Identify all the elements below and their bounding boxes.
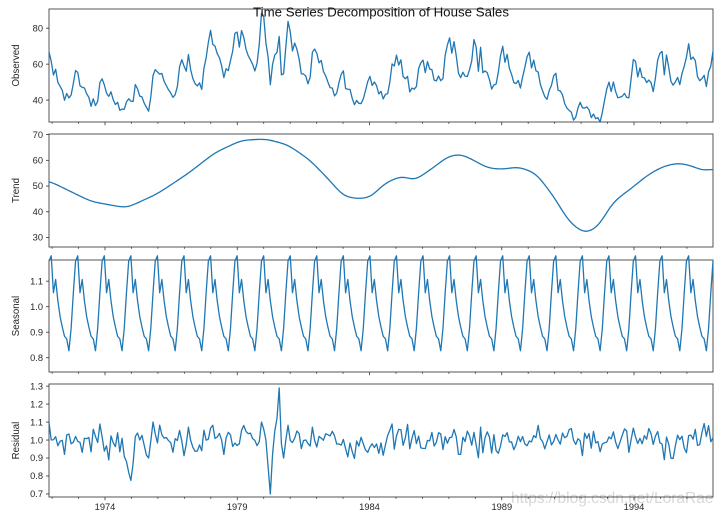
svg-text:30: 30 [33,233,43,243]
svg-text:Observed: Observed [11,45,22,87]
svg-text:40: 40 [33,95,43,105]
svg-text:Seasonal: Seasonal [11,296,22,336]
svg-text:40: 40 [33,207,43,217]
svg-text:80: 80 [33,23,43,33]
svg-text:1.1: 1.1 [30,417,43,427]
svg-text:1984: 1984 [359,502,380,512]
svg-text:60: 60 [33,59,43,69]
svg-text:Time Series Decomposition of H: Time Series Decomposition of House Sales [253,5,509,20]
svg-text:50: 50 [33,181,43,191]
svg-text:1979: 1979 [227,502,248,512]
svg-text:1989: 1989 [491,502,512,512]
svg-text:1.0: 1.0 [30,302,43,312]
svg-text:0.9: 0.9 [30,327,43,337]
svg-text:70: 70 [33,130,43,140]
svg-text:Residual: Residual [11,422,22,460]
svg-text:0.8: 0.8 [30,471,43,481]
svg-text:1.2: 1.2 [30,399,43,409]
svg-text:Trend: Trend [11,178,22,203]
svg-text:1.0: 1.0 [30,435,43,445]
svg-text:1.3: 1.3 [30,381,43,391]
svg-text:https://blog.csdn.net/LoraRae: https://blog.csdn.net/LoraRae [511,490,714,507]
svg-text:0.8: 0.8 [30,353,43,363]
svg-text:0.7: 0.7 [30,489,43,499]
svg-text:1.1: 1.1 [30,276,43,286]
svg-text:60: 60 [33,156,43,166]
svg-text:0.9: 0.9 [30,453,43,463]
svg-text:1974: 1974 [95,502,116,512]
